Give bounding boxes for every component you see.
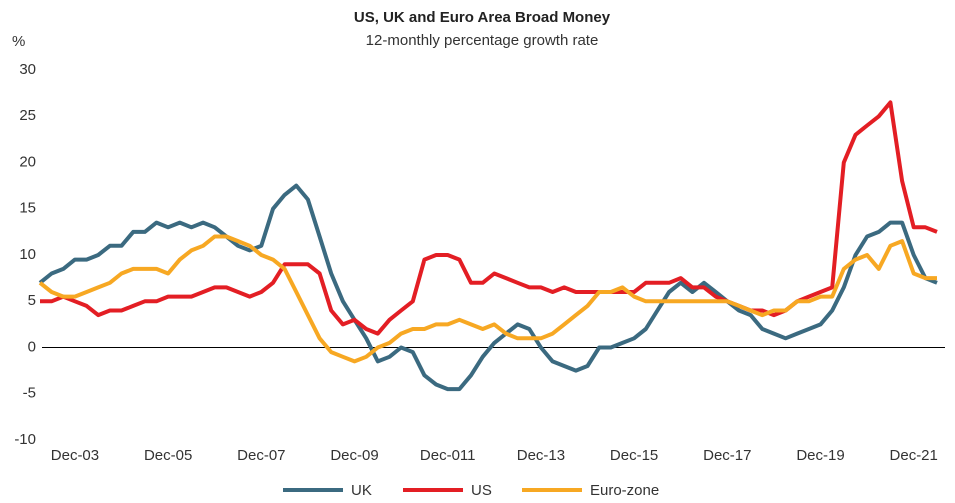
y-tick-label: -10 — [14, 431, 36, 448]
x-tick-label: Dec-15 — [610, 447, 658, 464]
x-tick-label: Dec-09 — [330, 447, 378, 464]
x-tick-label: Dec-21 — [890, 447, 938, 464]
y-tick-label: -5 — [23, 385, 36, 402]
y-tick-label: 30 — [19, 61, 36, 78]
legend-label: UK — [351, 482, 372, 499]
series-line — [38, 183, 938, 392]
x-tick-label: Dec-011 — [420, 447, 476, 464]
chart-title: US, UK and Euro Area Broad Money — [354, 9, 611, 26]
y-tick-label: 5 — [28, 292, 36, 309]
x-tick-label: Dec-03 — [51, 447, 99, 464]
x-tick-label: Dec-17 — [703, 447, 751, 464]
y-tick-label: 25 — [19, 107, 36, 124]
series-line — [40, 100, 938, 336]
series-line — [38, 234, 937, 364]
y-tick-label: 20 — [19, 153, 36, 170]
x-tick-label: Dec-13 — [517, 447, 565, 464]
legend-label: Euro-zone — [590, 482, 659, 499]
chart-subtitle: 12-monthly percentage growth rate — [366, 32, 599, 49]
y-tick-label: 15 — [19, 200, 36, 217]
y-tick-label: 10 — [19, 246, 36, 263]
x-tick-label: Dec-07 — [237, 447, 285, 464]
legend-label: US — [471, 482, 492, 499]
y-tick-label: 0 — [28, 338, 36, 355]
x-tick-label: Dec-05 — [144, 447, 192, 464]
y-axis-label: % — [12, 33, 25, 50]
x-tick-label: Dec-19 — [796, 447, 844, 464]
